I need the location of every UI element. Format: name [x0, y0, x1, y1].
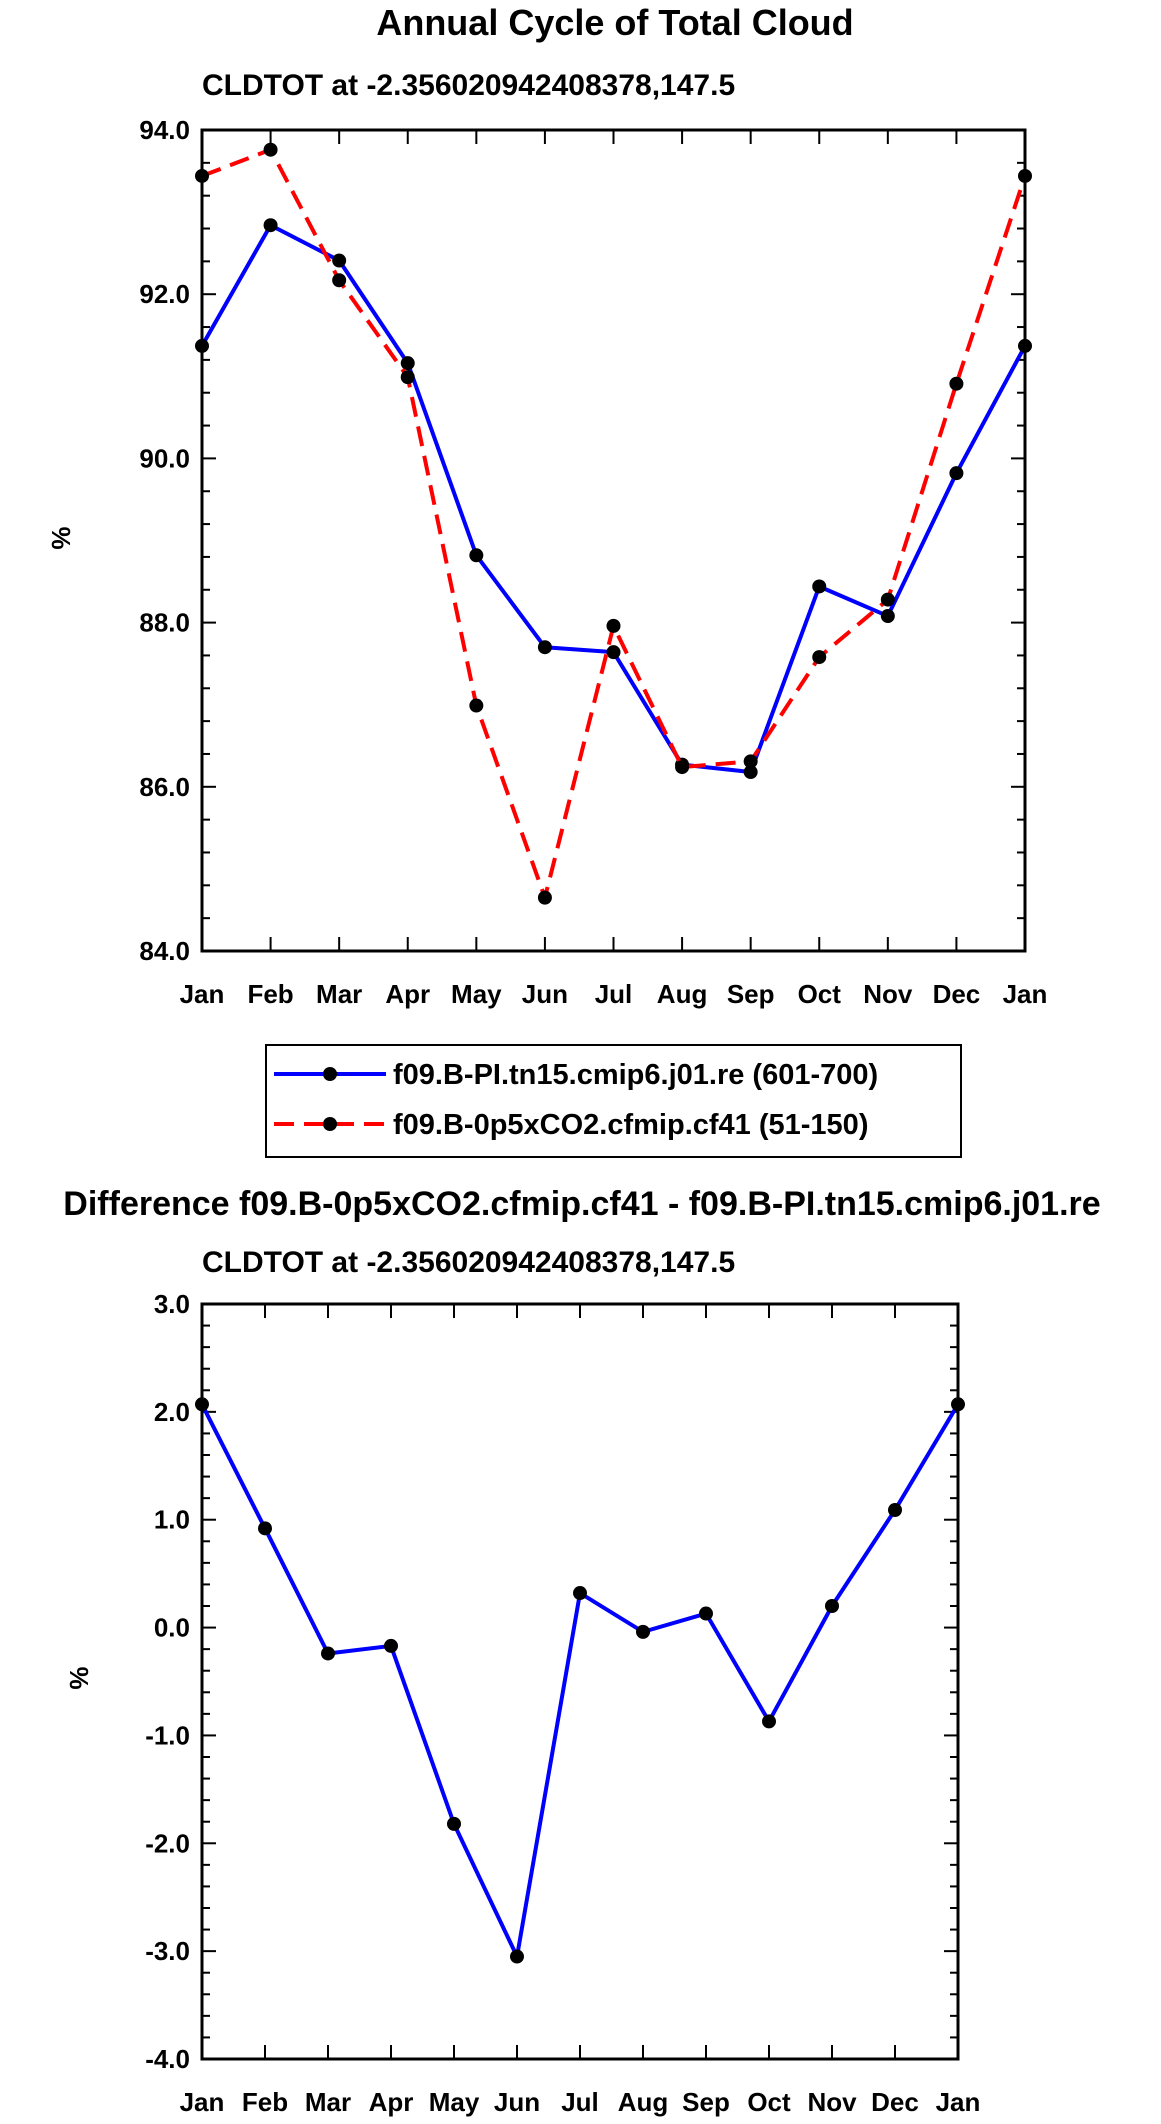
chart1-subtitle: CLDTOT at -2.356020942408378,147.5 [202, 69, 735, 102]
chart1-series-1-point [400, 356, 415, 371]
chart2-series-1-point [321, 1646, 335, 1661]
legend-label-2: f09.B-0p5xCO2.cfmip.cf41 (51-150) [393, 1109, 868, 1141]
chart2-series-1-line [200, 1403, 960, 1959]
chart1-series-2-point [606, 618, 621, 633]
chart1-series-1-point [469, 548, 484, 563]
legend-label-1: f09.B-PI.tn15.cmip6.j01.re (601-700) [393, 1059, 878, 1091]
chart2-y-axis-label: % [64, 1666, 94, 1689]
chart1-series-1-point [1018, 338, 1032, 353]
chart1-series-1-point [195, 338, 209, 353]
chart2-y-tick-label: 2.0 [154, 1397, 190, 1427]
chart2-x-tick-label: Jan [936, 2087, 981, 2117]
chart2-y-tick-label: -3.0 [145, 1936, 190, 1966]
chart1-x-tick-label: Mar [316, 979, 362, 1009]
chart1-series-1-point [949, 466, 964, 481]
chart1-x-tick-label: Dec [933, 979, 981, 1009]
chart2-series-1-point [510, 1949, 524, 1964]
chart2-series-1-point [573, 1586, 587, 1601]
legend-marker-2 [323, 1117, 337, 1131]
chart1-series-2-point [880, 592, 895, 607]
chart2-x-tick-label: Oct [747, 2087, 791, 2117]
chart1-series-2-point [332, 273, 347, 288]
chart1-x-tick-label: Aug [657, 979, 708, 1009]
chart1-series-1-point [812, 579, 827, 594]
chart1-x-tick-label: Nov [863, 979, 913, 1009]
chart1-series-2-point [537, 890, 552, 905]
chart2-plot: -4.0 -3.0 -2.0 -1.0 0.0 1.0 2.0 3.0 Jan Feb Mar Apr… [145, 1289, 980, 2117]
chart1-y-tick-label: 88.0 [139, 608, 190, 638]
chart2-x-tick-label: Aug [618, 2087, 669, 2117]
chart1-series-1-point [880, 609, 895, 624]
chart2-series-1-point [384, 1638, 398, 1653]
chart1-series-2-point [675, 760, 690, 775]
chart2-series-1-point [195, 1397, 209, 1412]
chart2-y-tick-label: 0.0 [154, 1613, 190, 1643]
chart1-y-tick-label: 84.0 [139, 936, 190, 966]
chart1-series-2-point [263, 142, 278, 157]
chart1-series-1-point [606, 645, 621, 660]
chart2-series-1-point [699, 1606, 713, 1621]
chart2-x-tick-label: May [429, 2087, 480, 2117]
chart1-series-2-point [195, 168, 209, 183]
legend-marker-1 [323, 1067, 337, 1081]
chart2-series-1-point [636, 1624, 650, 1639]
chart2-series-1-point [447, 1816, 461, 1831]
chart1-series-2-line [201, 147, 1027, 900]
chart1-series-1-point [263, 218, 278, 233]
chart2-plot-frame [200, 1302, 960, 2061]
chart1-x-tick-label: Jun [522, 979, 568, 1009]
chart1-y-tick-label: 92.0 [139, 279, 190, 309]
chart2-y-tick-label: -1.0 [145, 1720, 190, 1750]
chart1-series-2-point [400, 370, 415, 385]
chart1-x-tick-label: Jan [1003, 979, 1048, 1009]
chart2-x-tick-label: Sep [682, 2087, 730, 2117]
chart2-x-tick-label: Nov [807, 2087, 857, 2117]
chart1-x-tick-label: May [451, 979, 502, 1009]
chart2-y-tick-label: -2.0 [145, 1828, 190, 1858]
chart1-series-2-point [949, 376, 964, 391]
chart2-x-tick-label: Mar [305, 2087, 351, 2117]
chart1-y-axis-label: % [46, 526, 76, 549]
chart1-x-tick-label: Jul [595, 979, 633, 1009]
chart1-series-2-point [812, 650, 827, 665]
chart2-series-1-point [258, 1521, 272, 1536]
chart1-x-tick-label: Feb [247, 979, 293, 1009]
chart1-series-2-point [469, 698, 484, 713]
chart2-series-1-point [825, 1599, 839, 1613]
chart1-x-tick-label: Apr [385, 979, 430, 1009]
chart1-series-1-point [332, 253, 347, 268]
chart2-title: Difference f09.B-0p5xCO2.cfmip.cf41 - f0… [63, 1185, 1100, 1223]
chart1-x-tick-label: Sep [727, 979, 775, 1009]
chart2-y-tick-label: -4.0 [145, 2044, 190, 2074]
chart2-x-tick-label: Dec [871, 2087, 919, 2117]
chart2-x-tick-label: Apr [369, 2087, 414, 2117]
chart1-y-tick-label: 90.0 [139, 443, 190, 473]
chart1-legend: f09.B-PI.tn15.cmip6.j01.re (601-700) f09.… [265, 1044, 962, 1158]
chart1-series-1-point [743, 765, 758, 780]
chart2-series-1-point [762, 1714, 776, 1729]
chart1-series-2-point [1018, 168, 1032, 183]
chart2-series-1-point [888, 1503, 902, 1518]
chart1-plot: 84.0 86.0 88.0 90.0 92.0 94.0 Jan Feb Mar Apr May J… [139, 115, 1047, 1009]
chart1-y-tick-label: 94.0 [139, 115, 190, 145]
chart2-y-tick-label: 3.0 [154, 1289, 190, 1319]
chart2-series-1-point [951, 1397, 965, 1412]
chart1-series-1-point [537, 640, 552, 655]
chart1-series-2-point [743, 754, 758, 769]
chart2-x-tick-label: Jul [561, 2087, 599, 2117]
chart1-series-1-line [200, 223, 1027, 775]
chart2-subtitle: CLDTOT at -2.356020942408378,147.5 [202, 1246, 735, 1279]
chart1-title: Annual Cycle of Total Cloud [376, 2, 853, 43]
chart2-x-tick-label: Jun [494, 2087, 540, 2117]
chart1-x-tick-label: Oct [798, 979, 842, 1009]
chart2-x-tick-label: Feb [242, 2087, 288, 2117]
chart2-y-tick-label: 1.0 [154, 1505, 190, 1535]
chart2-x-tick-label: Jan [180, 2087, 225, 2117]
chart1-y-tick-label: 86.0 [139, 772, 190, 802]
chart1-x-tick-label: Jan [180, 979, 225, 1009]
legend-box [265, 1044, 962, 1158]
